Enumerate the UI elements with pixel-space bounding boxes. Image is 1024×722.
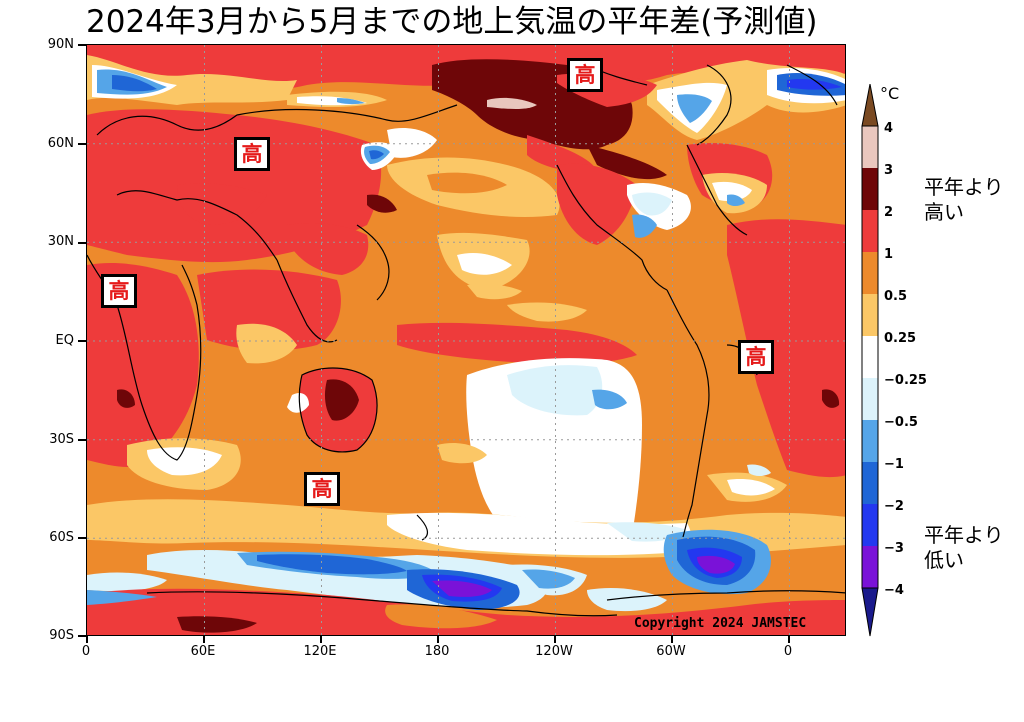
colorbar-label-4: 4 (884, 121, 894, 136)
copyright-text: Copyright 2024 JAMSTEC (634, 616, 807, 631)
lon-tick (86, 636, 88, 643)
lat-label-90n: 90N (47, 37, 74, 52)
colorbar-label-0-5: 0.5 (884, 289, 908, 304)
lon-tick (437, 636, 439, 643)
colorbar-swatch-05-1 (862, 252, 878, 294)
colorbar-swatch-n3-n2 (862, 504, 878, 546)
colorbar-label-neg-4: −4 (884, 583, 904, 598)
colorbar-label-0-25: 0.25 (884, 331, 917, 346)
colorbar-swatch-n4-n3 (862, 546, 878, 588)
lower-note-line2: 低い (924, 548, 964, 572)
colorbar-swatch-3-4 (862, 126, 878, 168)
colorbar-swatch-n2-n1 (862, 462, 878, 504)
high-marker-east-siberia: 高 (567, 58, 603, 92)
lat-label-30n: 30N (47, 234, 74, 249)
colorbar (861, 84, 879, 637)
colorbar-unit: °C (880, 84, 900, 103)
lon-tick (320, 636, 322, 643)
lon-label-180: 180 (424, 644, 450, 659)
anomaly-map-canvas (87, 45, 845, 635)
higher-note-line1: 平年より (924, 175, 1004, 199)
colorbar-swatch-2-3 (862, 168, 878, 210)
lat-label-90s: 90S (49, 628, 74, 643)
lon-label-0: 0 (81, 644, 91, 659)
lat-tick (78, 537, 86, 539)
colorbar-label-2: 2 (884, 205, 894, 220)
lat-tick (78, 635, 86, 637)
colorbar-label-neg-1: −1 (884, 457, 904, 472)
lat-tick (78, 143, 86, 145)
colorbar-label-3: 3 (884, 163, 894, 178)
higher-note-line2: 高い (924, 200, 964, 224)
high-marker-central-asia: 高 (234, 137, 270, 171)
lon-label-60w: 60W (656, 644, 686, 659)
lat-tick (78, 340, 86, 342)
colorbar-swatch-025-05 (862, 294, 878, 336)
lon-tick (788, 636, 790, 643)
anomaly-map (86, 44, 846, 636)
colorbar-label-neg-0-25: −0.25 (884, 373, 927, 388)
colorbar-label-neg-3: −3 (884, 541, 904, 556)
lon-label-60e: 60E (190, 644, 216, 659)
colorbar-swatch-n1-n05 (862, 420, 878, 462)
lon-tick (203, 636, 205, 643)
lat-tick (78, 44, 86, 46)
colorbar-bottom-arrow (862, 588, 878, 636)
higher-than-normal-note: 平年より 高い (924, 175, 1004, 225)
colorbar-label-1: 1 (884, 247, 894, 262)
lat-label-eq: EQ (55, 333, 74, 348)
lat-tick (78, 439, 86, 441)
colorbar-swatch-n05-n025 (862, 378, 878, 420)
lat-label-30s: 30S (49, 432, 74, 447)
lon-label-0-east: 0 (783, 644, 793, 659)
lat-label-60n: 60N (47, 136, 74, 151)
lon-tick (671, 636, 673, 643)
lat-label-60s: 60S (49, 530, 74, 545)
map-title: 2024年3月から5月までの地上気温の平年差(予測値) (86, 4, 818, 40)
lon-label-120w: 120W (535, 644, 573, 659)
high-marker-africa: 高 (101, 274, 137, 308)
lat-tick (78, 242, 86, 244)
lower-than-normal-note: 平年より 低い (924, 523, 1004, 573)
high-marker-atlantic: 高 (738, 340, 774, 374)
high-marker-australia: 高 (304, 472, 340, 506)
lon-label-120e: 120E (303, 644, 337, 659)
colorbar-top-arrow (862, 84, 878, 126)
colorbar-swatch-n025-025 (862, 336, 878, 378)
lower-note-line1: 平年より (924, 523, 1004, 547)
colorbar-label-neg-0-5: −0.5 (884, 415, 918, 430)
colorbar-swatch-1-2 (862, 210, 878, 252)
colorbar-label-neg-2: −2 (884, 499, 904, 514)
lon-tick (554, 636, 556, 643)
